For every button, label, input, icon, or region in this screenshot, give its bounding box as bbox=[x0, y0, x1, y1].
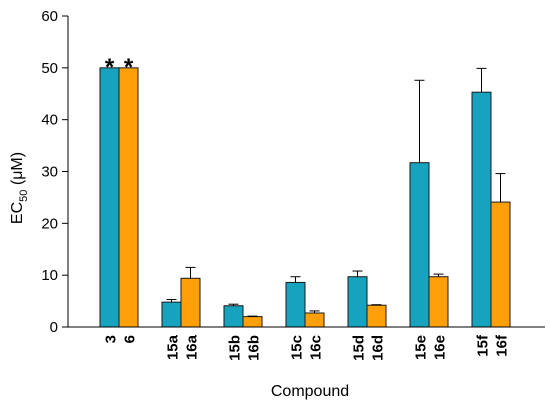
y-axis-title-subscript: 50 bbox=[18, 190, 30, 202]
bar-15a bbox=[161, 301, 182, 328]
significance-marker-6: * bbox=[124, 54, 134, 81]
category-label-15d: 15d bbox=[351, 335, 368, 361]
bar-15e bbox=[409, 162, 430, 328]
category-label-16c: 16c bbox=[308, 335, 325, 360]
bar-16e bbox=[428, 276, 449, 328]
bar-15d bbox=[347, 276, 368, 328]
bar-15b bbox=[223, 305, 244, 328]
category-label-6: 6 bbox=[122, 335, 139, 343]
category-label-15b: 15b bbox=[227, 335, 244, 361]
bar-3 bbox=[99, 67, 120, 328]
y-axis: 0 10 20 30 40 50 60 bbox=[41, 8, 69, 336]
bar-16f bbox=[490, 201, 511, 328]
category-label-15c: 15c bbox=[289, 335, 306, 360]
y-tick-label: 20 bbox=[41, 215, 58, 232]
category-label-16d: 16d bbox=[370, 335, 387, 361]
category-label-16e: 16e bbox=[432, 335, 449, 360]
y-tick-label: 60 bbox=[41, 8, 58, 25]
y-axis-title: EC50 (μM) bbox=[9, 152, 30, 224]
y-tick-label: 40 bbox=[41, 112, 58, 129]
category-label-3: 3 bbox=[103, 335, 120, 343]
bar-6 bbox=[118, 67, 139, 328]
bar-16c bbox=[304, 312, 325, 328]
y-tick-label: 50 bbox=[41, 60, 58, 77]
y-tick-label: 10 bbox=[41, 267, 58, 284]
x-axis: 3 6 15a 16a 15b 16b 15c 16c 15d 16d 15e 16e 15f 16f bbox=[68, 326, 545, 361]
bar-15c bbox=[285, 281, 306, 328]
y-tick-label: 30 bbox=[41, 164, 58, 181]
x-axis-title: Compound bbox=[271, 383, 349, 400]
significance-marker-3: * bbox=[105, 54, 115, 81]
y-axis-title-main: EC bbox=[9, 202, 26, 224]
bar-16b bbox=[242, 316, 263, 328]
y-axis-title-unit: (μM) bbox=[9, 152, 26, 190]
plot-area: * * bbox=[99, 54, 511, 328]
category-label-15e: 15e bbox=[413, 335, 430, 360]
category-label-15a: 15a bbox=[165, 334, 182, 360]
bar-16a bbox=[180, 277, 201, 328]
category-label-15f: 15f bbox=[475, 334, 492, 357]
category-label-16b: 16b bbox=[246, 335, 263, 361]
bar-16d bbox=[366, 304, 387, 328]
y-tick-label: 0 bbox=[50, 319, 58, 336]
category-label-16f: 16f bbox=[494, 334, 511, 357]
category-label-16a: 16a bbox=[184, 334, 201, 360]
bar-15f bbox=[471, 91, 492, 328]
